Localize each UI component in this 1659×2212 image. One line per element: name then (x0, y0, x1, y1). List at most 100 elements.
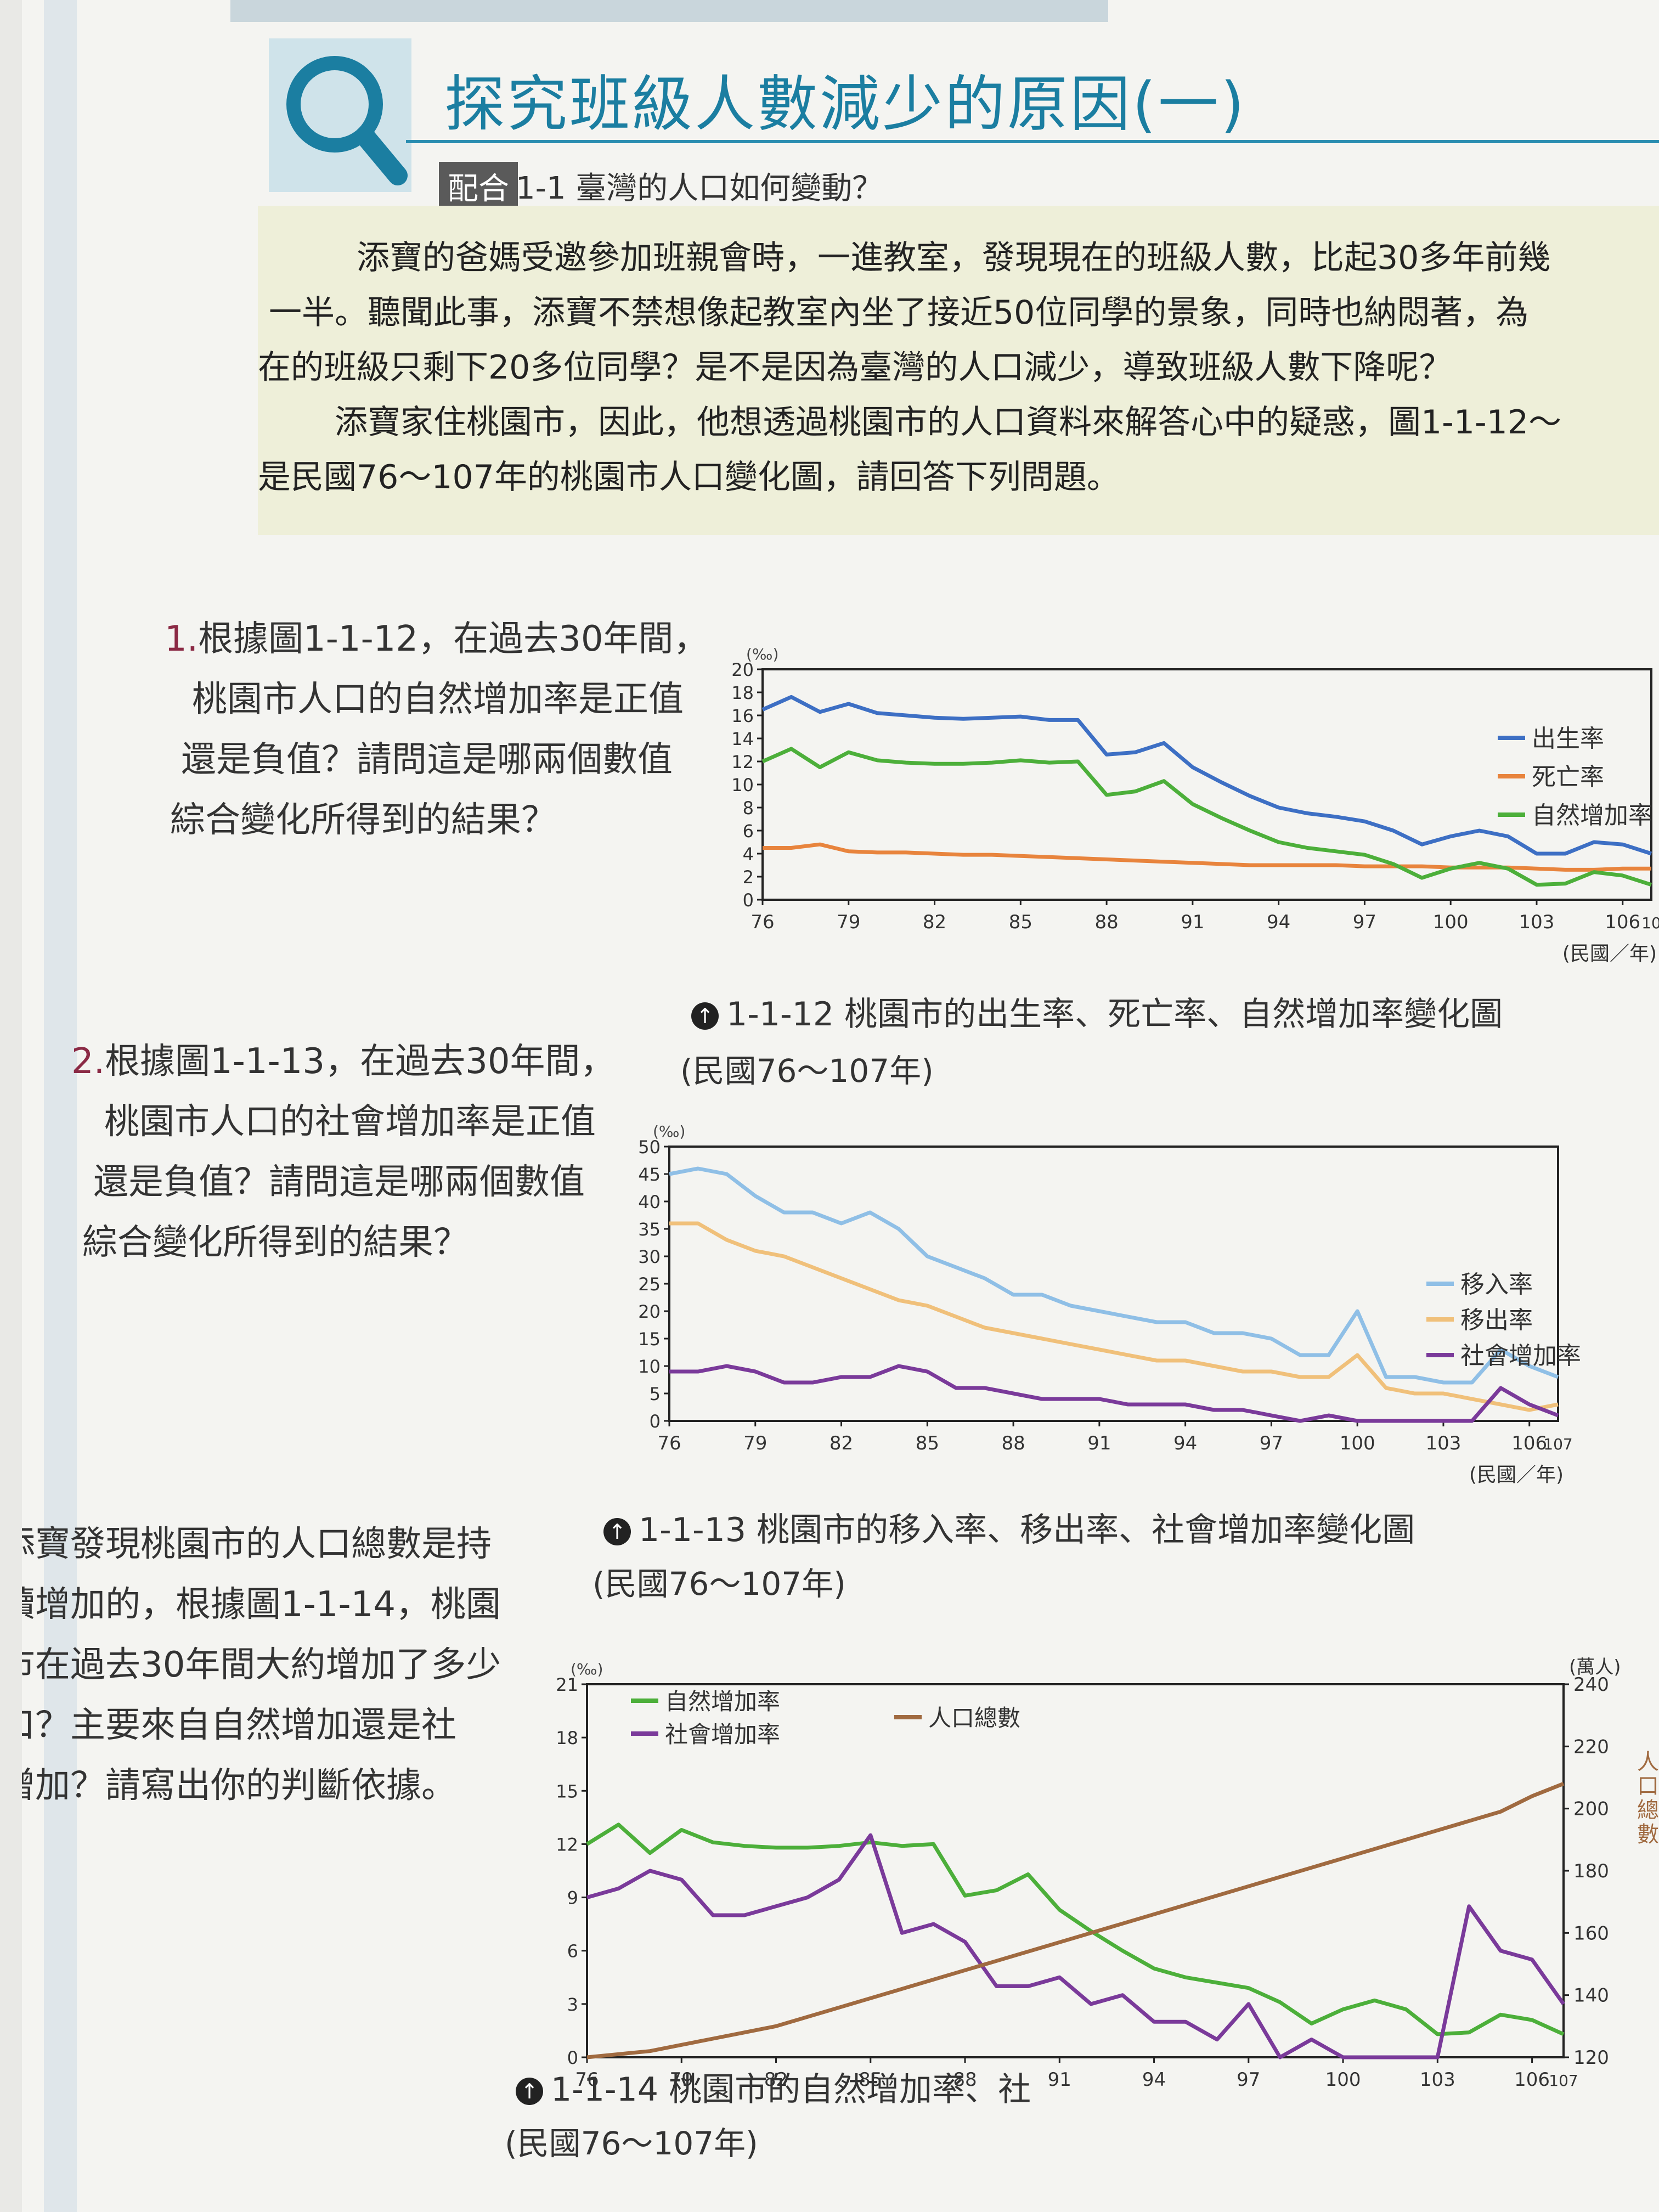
y-tick-label: 3 (567, 1994, 578, 2015)
x-tick-label: 88 (1001, 1432, 1025, 1454)
x-tick-label: 107 (1543, 1435, 1572, 1453)
intro-line: 在的班級只剩下20多位同學？是不是因為臺灣的人口減少，導致班級人數下降呢？ (258, 348, 1452, 387)
y-tick-label: 18 (556, 1728, 578, 1748)
x-tick-label: 88 (1094, 911, 1118, 933)
y-tick-label: 5 (650, 1384, 661, 1404)
question-1: 1.根據圖1-1-12，在過去30年間， 桃園市人口的自然增加率是正值 還是負值… (165, 609, 709, 850)
y-tick-label: 25 (638, 1274, 661, 1295)
series-line-社會增加率 (669, 1364, 1559, 1423)
y-tick-label: 2 (743, 867, 754, 888)
y-tick-label: 12 (731, 752, 754, 772)
x-tick-label: 85 (1009, 911, 1032, 933)
y-right-tick-label: 200 (1573, 1798, 1609, 1820)
x-tick-label: 76 (575, 2069, 599, 2091)
question-line: 綜合變化所得到的結果？ (170, 800, 556, 840)
series-line-移出率 (669, 1221, 1559, 1412)
question-3: 添寶發現桃園市的人口總數是持 續增加的，根據圖1-1-14，桃園 市在過去30年… (22, 1514, 501, 1816)
figure-caption-12: ↑ 1-1-12 桃園市的出生率、死亡率、自然增加率變化圖 (691, 988, 1503, 1035)
textbook-page: 探究班級人數減少的原因(一) 配合 1-1 臺灣的人口如何變動？ 添寶的爸媽受邀… (22, 0, 1659, 2212)
chart-natural-social-total: (‰) 0 3 6 9 12 15 18 21 76 79 82 85 88 91 94 97 100 103 106… (556, 1656, 1658, 2091)
x-tick-label: 100 (1340, 1432, 1375, 1454)
series-line-人口總數 (586, 1782, 1565, 2059)
x-tick-label: 94 (1173, 1432, 1197, 1454)
y-tick-label: 45 (638, 1164, 661, 1185)
y-tick-label: 16 (731, 706, 754, 726)
y-tick-label: 50 (638, 1137, 661, 1158)
legend-label: 出生率 (1532, 725, 1604, 753)
y-right-axis-label: 人口總數 (1633, 1750, 1658, 1847)
y-tick-label: 15 (638, 1329, 661, 1350)
y-tick-label: 40 (638, 1192, 661, 1212)
y-right-tick-label: 180 (1573, 1860, 1609, 1882)
y-tick-label: 8 (743, 798, 754, 819)
intro-line: 是民國76～107年的桃園市人口變化圖，請回答下列問題。 (258, 458, 1120, 496)
x-tick-label: 76 (751, 911, 774, 933)
y-tick-label: 4 (743, 844, 754, 865)
caption-text: 1-1-14 桃園市的自然增加率、社 (551, 2070, 1031, 2109)
x-tick-label: 106 (1511, 1432, 1547, 1454)
x-tick-label: 100 (1433, 911, 1469, 933)
question-line: 根據圖1-1-13，在過去30年間， (105, 1041, 616, 1082)
y-right-tick-label: 140 (1573, 1985, 1609, 2007)
x-tick-label: 106 (1514, 2069, 1550, 2091)
x-tick-label: 85 (859, 2069, 882, 2091)
series-line-社會增加率 (586, 1833, 1565, 2059)
y-right-tick-label: 220 (1573, 1736, 1609, 1758)
y-tick-label: 20 (638, 1301, 661, 1322)
y-unit-label: (‰) (746, 645, 778, 663)
y-tick-label: 18 (731, 682, 754, 703)
y-unit-label: (‰) (653, 1122, 685, 1141)
x-tick-label: 82 (830, 1432, 853, 1454)
figure-caption-13: ↑ 1-1-13 桃園市的移入率、移出率、社會增加率變化圖 (603, 1503, 1415, 1551)
x-tick-label: 79 (670, 2069, 693, 2091)
y-tick-label: 14 (731, 729, 754, 749)
question-line: 口？主要來自自然增加還是社 (22, 1705, 456, 1746)
caption-text: 1-1-12 桃園市的出生率、死亡率、自然增加率變化圖 (726, 995, 1503, 1034)
series-line-移入率 (669, 1166, 1559, 1385)
series-line-自然增加率 (586, 1822, 1565, 2036)
legend-label: 人口總數 (928, 1705, 1020, 1731)
y-tick-label: 20 (731, 659, 754, 680)
question-number: 1. (165, 619, 199, 659)
x-tick-label: 94 (1142, 2069, 1166, 2091)
intro-paragraph: 添寶的爸媽受邀參加班親會時，一進教室，發現現在的班級人數，比起30多年前幾 一半… (258, 230, 1659, 505)
x-tick-label: 79 (837, 911, 860, 933)
figure-subcaption-14: (民國76～107年) (505, 2125, 758, 2162)
intro-line: 添寶家住桃園市，因此，他想透過桃園市的人口資料來解答心中的疑惑，圖1-1-12～ (335, 403, 1561, 442)
question-line: 還是負值？請問這是哪兩個數值 (93, 1162, 585, 1203)
legend-label: 移入率 (1460, 1271, 1533, 1299)
y-tick-label: 10 (638, 1356, 661, 1377)
x-tick-label: 97 (1260, 1432, 1283, 1454)
question-line: 續增加的，根據圖1-1-14，桃園 (22, 1584, 501, 1625)
y-tick-label: 6 (567, 1941, 578, 1962)
question-number: 2. (71, 1041, 105, 1082)
legend-label: 社會增加率 (665, 1721, 780, 1748)
intro-line: 添寶的爸媽受邀參加班親會時，一進教室，發現現在的班級人數，比起30多年前幾 (357, 239, 1551, 277)
y-tick-label: 21 (556, 1674, 578, 1695)
y-tick-label: 12 (556, 1834, 578, 1855)
x-tick-label: 88 (953, 2069, 977, 2091)
question-line: 桃園市人口的社會增加率是正值 (104, 1102, 596, 1142)
question-2: 2.根據圖1-1-13，在過去30年間， 桃園市人口的社會增加率是正值 還是負值… (71, 1031, 616, 1273)
y-unit-label: (‰) (571, 1660, 603, 1678)
y-right-unit: (萬人) (1569, 1656, 1621, 1678)
ref-text: 1-1 臺灣的人口如何變動？ (516, 171, 883, 206)
legend-label: 自然增加率 (1532, 802, 1652, 830)
y-tick-label: 0 (567, 2047, 578, 2068)
x-tick-label: 76 (657, 1432, 681, 1454)
x-tick-label: 106 (1605, 911, 1640, 933)
y-right-tick-label: 120 (1573, 2047, 1609, 2069)
title-divider (406, 140, 1659, 143)
y-tick-label: 0 (650, 1411, 661, 1432)
question-line: 添寶發現桃園市的人口總數是持 (22, 1524, 492, 1565)
legend-label: 自然增加率 (665, 1688, 780, 1715)
y-tick-label: 9 (567, 1888, 578, 1909)
y-tick-label: 30 (638, 1246, 661, 1267)
x-tick-label: 100 (1325, 2069, 1361, 2091)
page-margin-stripe (44, 0, 77, 2212)
up-arrow-icon: ↑ (516, 2078, 543, 2106)
x-axis-label: (民國／年) (1469, 1464, 1564, 1486)
x-tick-label: 103 (1426, 1432, 1462, 1454)
x-tick-label: 97 (1237, 2069, 1260, 2091)
